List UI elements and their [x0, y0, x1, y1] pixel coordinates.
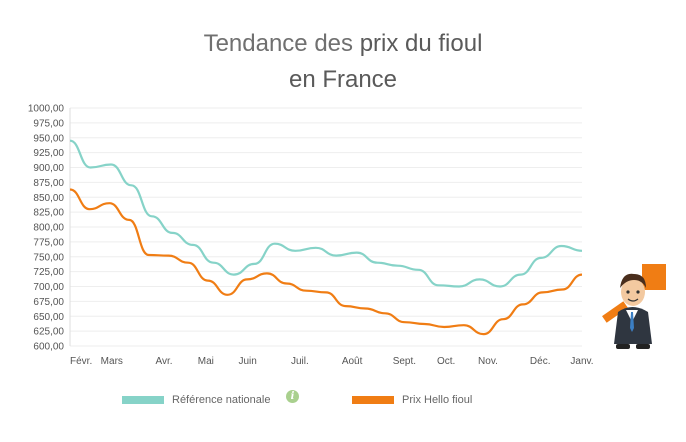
title-text-emphasis: prix du fioul: [359, 30, 483, 57]
legend-swatch-national: [122, 396, 164, 404]
info-icon[interactable]: i: [286, 390, 299, 403]
series-line-national: [69, 139, 583, 288]
y-tick-label: 800,00: [33, 223, 64, 234]
y-tick-label: 700,00: [33, 282, 64, 293]
legend-label-hello: Prix Hello fioul: [402, 394, 473, 406]
y-tick-label: 900,00: [33, 163, 64, 174]
y-tick-label: 1000,00: [28, 104, 65, 115]
legend-item-hello[interactable]: Prix Hello fioul: [352, 392, 472, 408]
y-tick-label: 925,00: [33, 148, 64, 159]
title-line-2: en France: [288, 66, 398, 93]
x-tick-label: Mai: [198, 356, 214, 367]
x-tick-label: Août: [342, 356, 363, 367]
x-tick-label: Juin: [238, 356, 256, 367]
legend-swatch-hello: [352, 396, 394, 404]
y-tick-label: 650,00: [33, 312, 64, 323]
legend-label-national: Référence nationale: [172, 394, 271, 406]
legend-item-national[interactable]: Référence nationale: [122, 392, 270, 408]
x-tick-label: Oct.: [437, 356, 455, 367]
y-tick-label: 625,00: [33, 327, 64, 338]
y-tick-label: 600,00: [33, 342, 64, 353]
y-tick-label: 975,00: [33, 118, 64, 129]
y-tick-label: 725,00: [33, 267, 64, 278]
x-tick-label: Févr.: [70, 356, 92, 367]
y-tick-label: 775,00: [33, 237, 64, 248]
x-tick-label: Avr.: [156, 356, 173, 367]
x-tick-label: Mars: [101, 356, 123, 367]
title-line-1: Tendance des prix du fioul: [0, 26, 686, 62]
y-tick-label: 750,00: [33, 252, 64, 263]
y-tick-label: 950,00: [33, 133, 64, 144]
businessman-mascot-icon: [602, 264, 666, 349]
x-tick-label: Déc.: [530, 356, 551, 367]
x-tick-label: Juil.: [291, 356, 309, 367]
x-tick-label: Nov.: [478, 356, 498, 367]
x-tick-label: Sept.: [393, 356, 416, 367]
title-text: Tendance des: [203, 30, 360, 57]
y-tick-label: 825,00: [33, 208, 64, 219]
series-line-hello: [69, 188, 583, 336]
x-tick-label: Janv.: [570, 356, 593, 367]
chart-title: Tendance des prix du fioul en France: [0, 26, 686, 98]
y-tick-label: 675,00: [33, 297, 64, 308]
y-tick-label: 850,00: [33, 193, 64, 204]
y-tick-label: 875,00: [33, 178, 64, 189]
